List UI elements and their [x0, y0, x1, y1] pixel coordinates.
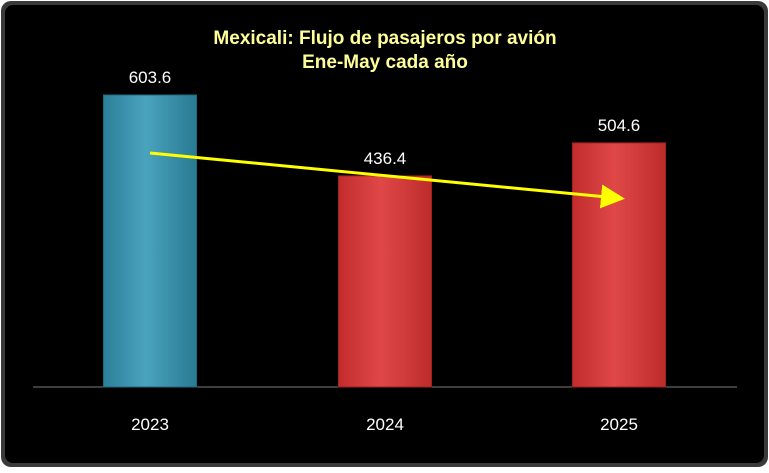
x-tick-label-2025: 2025	[600, 415, 638, 434]
trend-arrow	[149, 151, 625, 209]
data-label-2024: 436.4	[364, 149, 407, 168]
bar-2024	[338, 175, 432, 388]
bars-layer: 603.6 2023 436.4 2024 504.6 2025	[103, 68, 666, 434]
x-tick-label-2023: 2023	[131, 415, 169, 434]
data-label-2025: 504.6	[598, 116, 641, 135]
x-tick-label-2024: 2024	[366, 415, 404, 434]
chart-subtitle: Ene-May cada año	[302, 52, 468, 73]
bar-2023	[103, 94, 197, 388]
data-label-2023: 603.6	[129, 68, 172, 87]
chart-title: Mexicali: Flujo de pasajeros por avión	[213, 28, 556, 49]
trend-arrow-layer	[149, 151, 625, 209]
bar-2025	[572, 142, 666, 388]
